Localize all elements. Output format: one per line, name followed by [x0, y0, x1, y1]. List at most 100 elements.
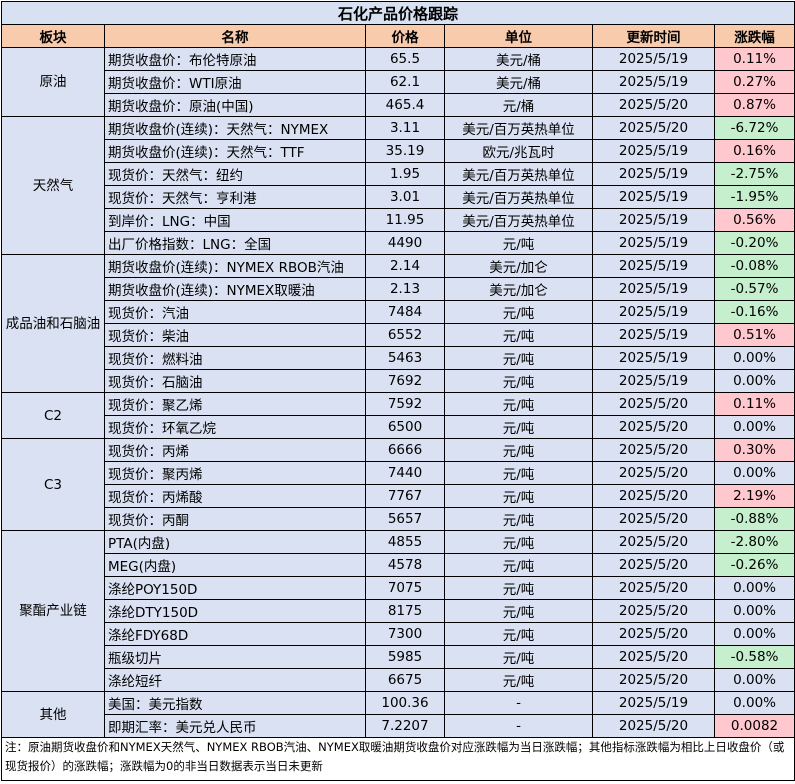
- unit-cell: 元/吨: [444, 645, 593, 669]
- name-cell: 期货收盘价(连续)：天然气：NYMEX: [104, 116, 366, 140]
- name-cell: 期货收盘价(连续)：NYMEX RBOB汽油: [104, 254, 366, 278]
- unit-cell: 元/吨: [444, 438, 593, 462]
- date-cell: 2025/5/20: [592, 415, 715, 439]
- table-row: 涤纶短纤 6675 元/吨 2025/5/20 0.00%: [2, 668, 795, 692]
- table-row: 即期汇率：美元兑人民币 7.2207-2025/5/20 0.0082: [2, 714, 795, 738]
- price-cell: 7440: [365, 461, 445, 485]
- unit-cell: 美元/加仑: [444, 277, 593, 301]
- table-row: 现货价：丙烯酸 7767 元/吨 2025/5/20 2.19%: [2, 484, 795, 508]
- price-cell: 7767: [365, 484, 445, 508]
- date-cell: 2025/5/19: [592, 300, 715, 324]
- price-cell: 6675: [365, 668, 445, 692]
- table-row: 瓶级切片 5985 元/吨 2025/5/20 -0.58%: [2, 645, 795, 669]
- unit-cell: 元/吨: [444, 576, 593, 600]
- price-cell: 7592: [365, 392, 445, 416]
- change-cell: 0.11%: [713, 47, 795, 71]
- table-row: 涤纶DTY150D 8175 元/吨 2025/5/20 0.00%: [2, 599, 795, 623]
- unit-cell: 美元/桶: [444, 47, 593, 71]
- price-cell: 4855: [365, 530, 445, 554]
- name-cell: 涤纶短纤: [104, 668, 366, 692]
- name-cell: 即期汇率：美元兑人民币: [104, 714, 366, 738]
- category-cell: 天然气: [1, 116, 105, 255]
- date-cell: 2025/5/19: [592, 208, 715, 232]
- change-cell: -1.95%: [713, 185, 795, 209]
- unit-cell: 美元/百万英热单位: [444, 162, 593, 186]
- name-cell: 现货价：丙酮: [104, 507, 366, 531]
- price-cell: 5985: [365, 645, 445, 669]
- table-row: 现货价：聚丙烯 7440 元/吨 2025/5/20 0.00%: [2, 461, 795, 485]
- name-cell: 涤纶POY150D: [104, 576, 366, 600]
- change-cell: 0.00%: [713, 461, 795, 485]
- date-cell: 2025/5/19: [592, 47, 715, 71]
- header-unit: 单位: [444, 24, 593, 48]
- unit-cell: 元/吨: [444, 507, 593, 531]
- date-cell: 2025/5/19: [592, 70, 715, 94]
- name-cell: 现货价：天然气：亨利港: [104, 185, 366, 209]
- price-cell: 100.36: [365, 691, 445, 715]
- name-cell: 瓶级切片: [104, 645, 366, 669]
- change-cell: 0.00%: [713, 668, 795, 692]
- price-cell: 1.95: [365, 162, 445, 186]
- table-row: 涤纶FDY68D 7300 元/吨 2025/5/20 0.00%: [2, 622, 795, 646]
- change-cell: -0.88%: [713, 507, 795, 531]
- category-cell: 其他: [1, 691, 105, 738]
- table-row: 现货价：燃料油 5463 元/吨 2025/5/19 0.00%: [2, 346, 795, 370]
- date-cell: 2025/5/20: [592, 461, 715, 485]
- table-row: 成品油和石脑油 期货收盘价(连续)：NYMEX RBOB汽油 2.14 美元/加仑 20…: [1, 254, 795, 393]
- category-cell: C3: [1, 438, 105, 531]
- table-row: 涤纶POY150D 7075 元/吨 2025/5/20 0.00%: [2, 576, 795, 600]
- name-cell: PTA(内盘): [104, 530, 366, 554]
- date-cell: 2025/5/19: [592, 231, 715, 255]
- price-cell: 2.14: [365, 254, 445, 278]
- unit-cell: 元/桶: [444, 93, 593, 117]
- change-cell: -0.58%: [713, 645, 795, 669]
- date-cell: 2025/5/20: [592, 116, 715, 140]
- change-cell: 0.30%: [713, 438, 795, 462]
- name-cell: 期货收盘价(连续)：NYMEX取暖油: [104, 277, 366, 301]
- name-cell: 现货价：天然气：纽约: [104, 162, 366, 186]
- price-cell: 7.2207: [365, 714, 445, 738]
- price-cell: 465.4: [365, 93, 445, 117]
- change-cell: 2.19%: [713, 484, 795, 508]
- price-cell: 2.13: [365, 277, 445, 301]
- name-cell: 现货价：柴油: [104, 323, 366, 347]
- table-title: 石化产品价格跟踪: [0, 1, 795, 25]
- price-cell: 3.11: [365, 116, 445, 140]
- table-row: 期货收盘价：WTI原油 62.1 美元/桶 2025/5/19 0.27%: [2, 70, 795, 94]
- name-cell: 涤纶DTY150D: [104, 599, 366, 623]
- table-row: 天然气 期货收盘价(连续)：天然气：NYMEX 3.11 美元/百万英热单位 2025/…: [1, 116, 795, 255]
- table-row: 原油 期货收盘价：布伦特原油 65.5 美元/桶 2025/5/19 0.11%: [1, 47, 795, 117]
- name-cell: 现货价：石脑油: [104, 369, 366, 393]
- change-cell: -0.20%: [713, 231, 795, 255]
- price-cell: 5463: [365, 346, 445, 370]
- unit-cell: 元/吨: [444, 553, 593, 577]
- change-cell: -0.57%: [713, 277, 795, 301]
- date-cell: 2025/5/20: [592, 484, 715, 508]
- table-row: C2 现货价：聚乙烯 7592 元/吨 2025/5/20 0.11%: [1, 392, 795, 439]
- name-cell: 期货收盘价：布伦特原油: [104, 47, 366, 71]
- price-cell: 6666: [365, 438, 445, 462]
- change-cell: -0.08%: [713, 254, 795, 278]
- date-cell: 2025/5/19: [592, 346, 715, 370]
- change-cell: 0.51%: [713, 323, 795, 347]
- unit-cell: -: [444, 691, 593, 715]
- unit-cell: 元/吨: [444, 392, 593, 416]
- date-cell: 2025/5/20: [592, 599, 715, 623]
- unit-cell: 元/吨: [444, 622, 593, 646]
- price-cell: 5657: [365, 507, 445, 531]
- date-cell: 2025/5/19: [592, 323, 715, 347]
- header-row: 板块 名称 价格 单位 更新时间 涨跌幅: [1, 24, 795, 48]
- price-cell: 7484: [365, 300, 445, 324]
- change-cell: -6.72%: [713, 116, 795, 140]
- change-cell: 0.00%: [713, 576, 795, 600]
- change-cell: 0.0082: [713, 714, 795, 738]
- table-row: 期货收盘价(连续)：NYMEX取暖油 2.13 美元/加仑 2025/5/19 -0.5…: [2, 277, 795, 301]
- name-cell: 涤纶FDY68D: [104, 622, 366, 646]
- footnote: 注：原油期货收盘价和NYMEX天然气、NYMEX RBOB汽油、NYMEX取暖油…: [0, 737, 795, 781]
- price-cell: 3.01: [365, 185, 445, 209]
- header-category: 板块: [1, 24, 105, 48]
- change-cell: 0.27%: [713, 70, 795, 94]
- unit-cell: 元/吨: [444, 300, 593, 324]
- name-cell: 出厂价格指数：LNG：全国: [104, 231, 366, 255]
- table-row: 现货价：天然气：亨利港 3.01 美元/百万英热单位 2025/5/19 -1.95%: [2, 185, 795, 209]
